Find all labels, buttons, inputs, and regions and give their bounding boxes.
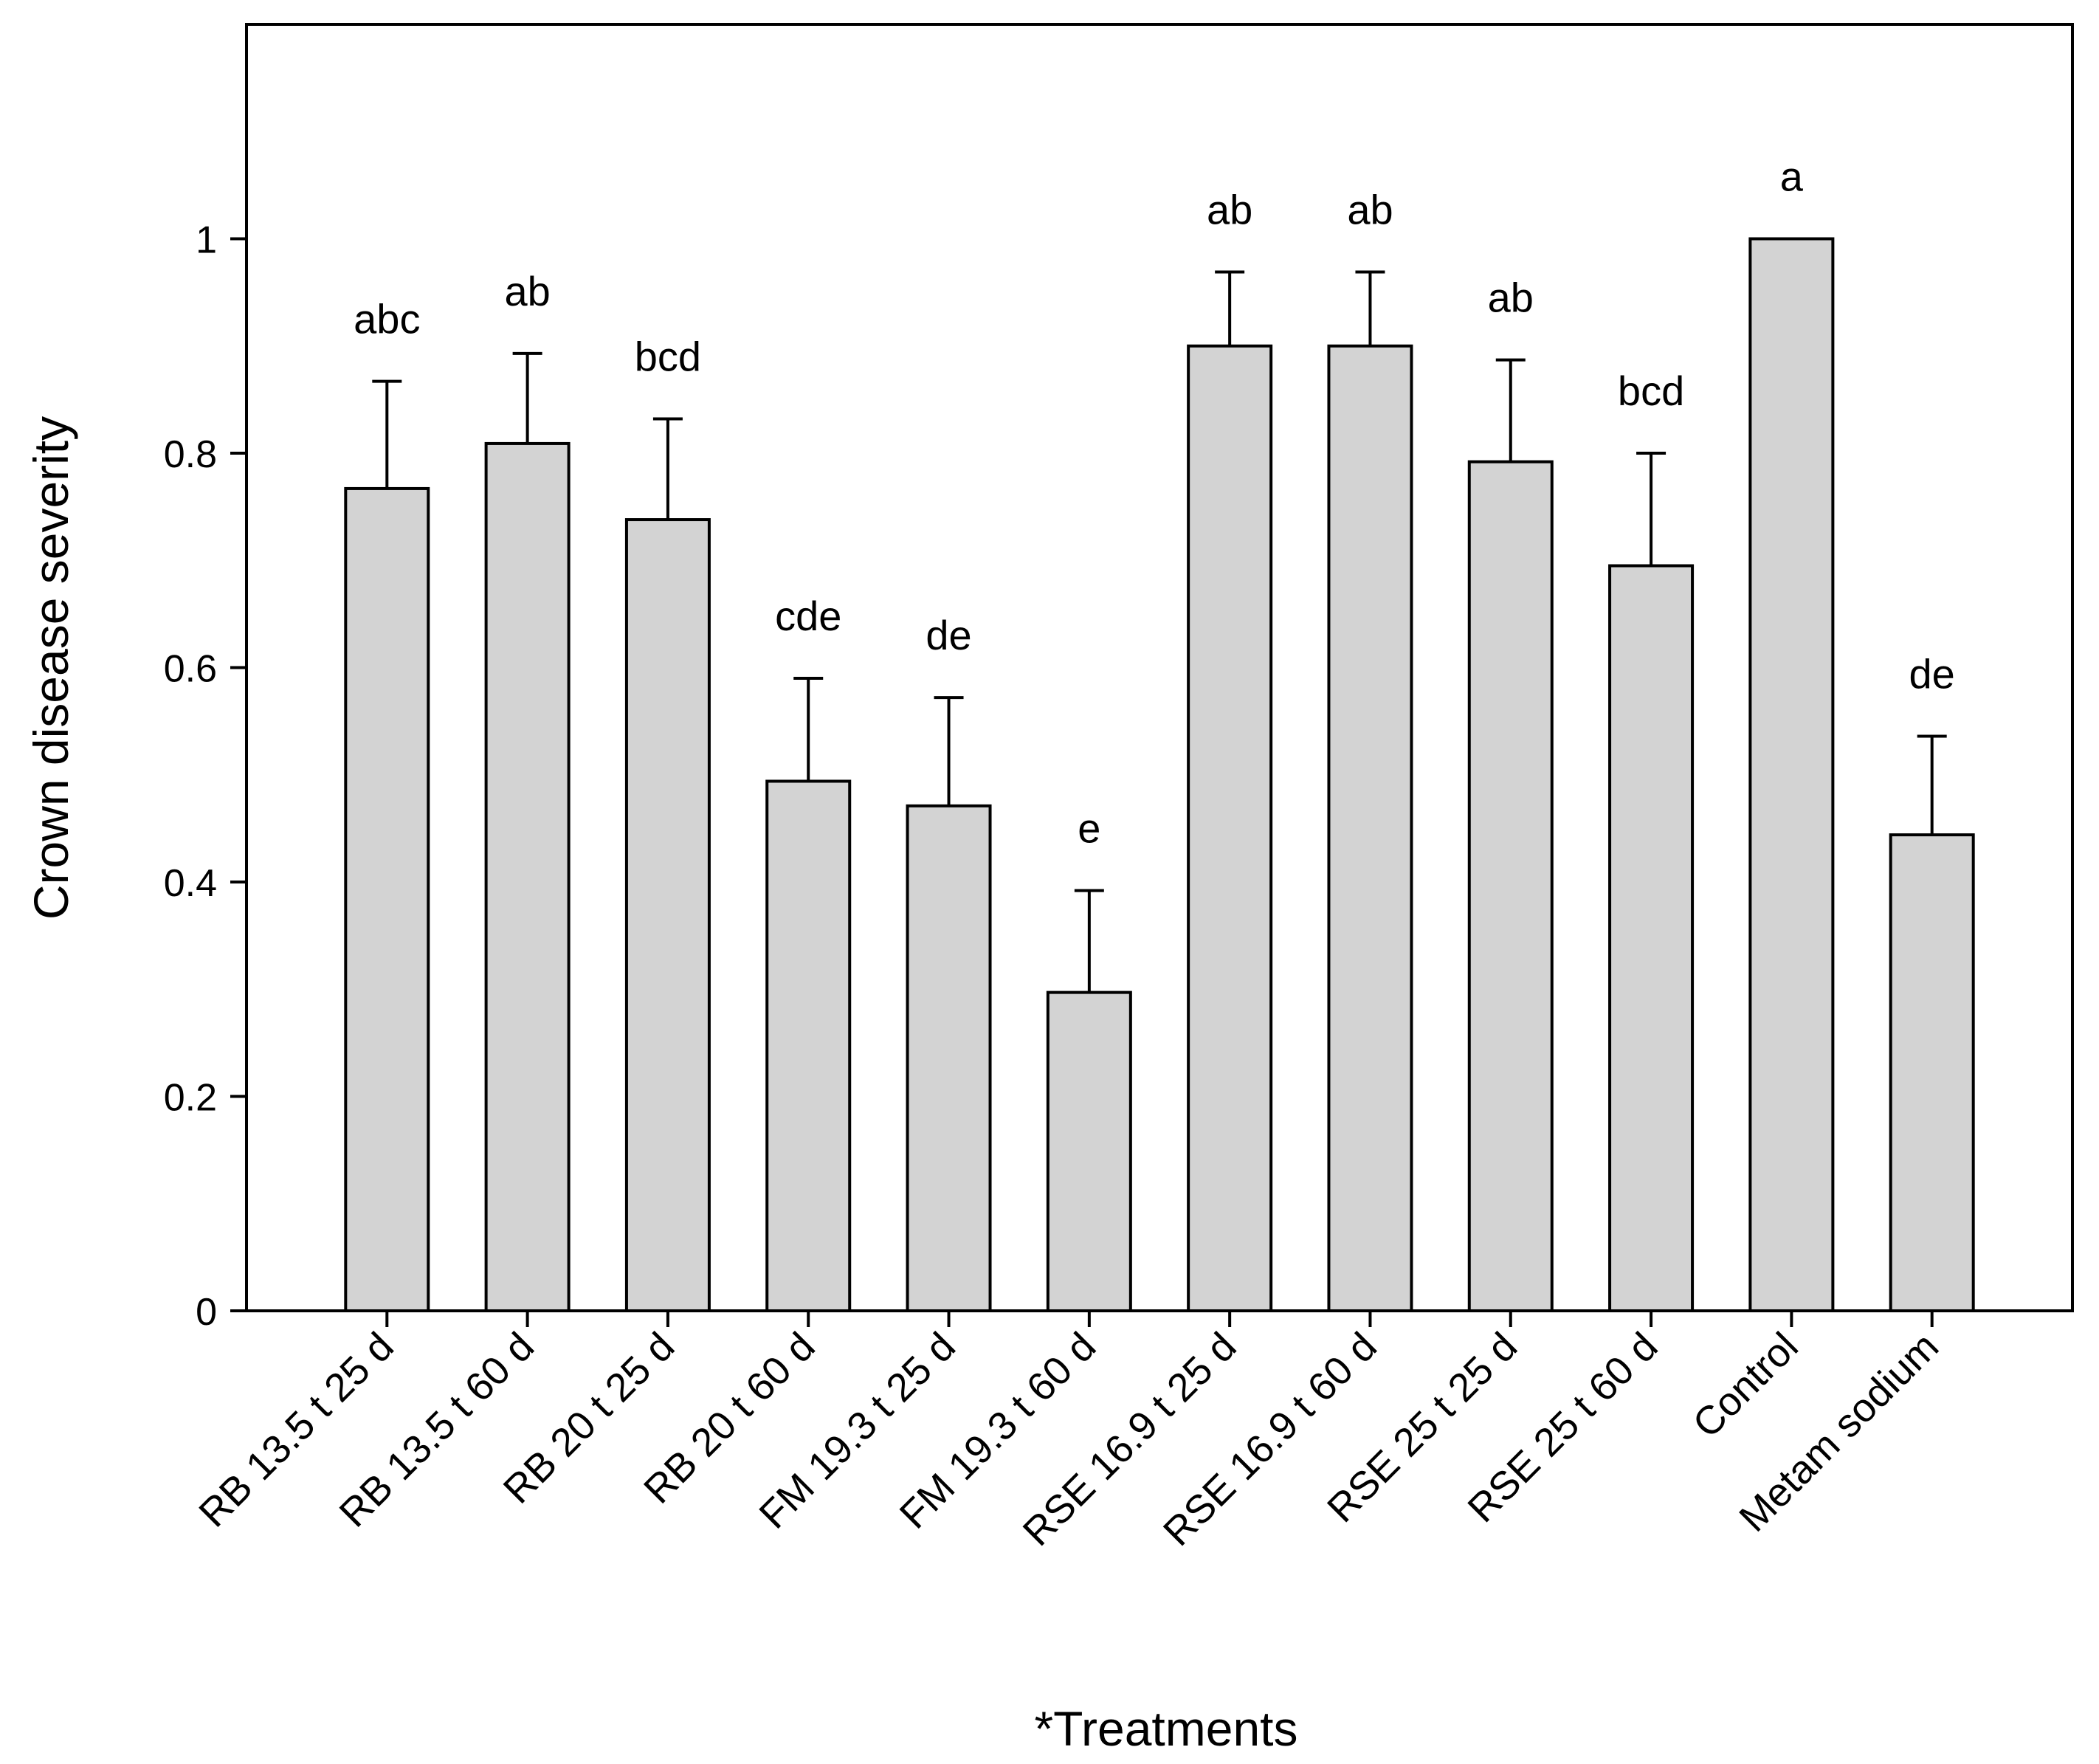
- significance-label: de: [1909, 650, 1955, 697]
- significance-label: e: [1078, 805, 1100, 852]
- significance-label: ab: [504, 268, 550, 314]
- bars-group: abc ab bcd cde de e ab ab ab bcd a de: [344, 154, 1975, 1313]
- significance-label: ab: [1207, 187, 1252, 233]
- bar: [1748, 237, 1835, 1312]
- y-tick-label: 0.8: [164, 433, 217, 476]
- bar: [344, 486, 430, 1312]
- bar: [1327, 344, 1413, 1312]
- y-tick-label: 0.6: [164, 648, 217, 691]
- significance-label: a: [1780, 154, 1804, 200]
- y-axis-title: Crown disease severity: [24, 416, 78, 920]
- y-tick-label: 0.4: [164, 862, 217, 905]
- bar: [624, 518, 711, 1312]
- x-axis-title: *Treatments: [1034, 1701, 1297, 1756]
- significance-label: ab: [1347, 187, 1393, 233]
- y-axis: 0 0.2 0.4 0.6 0.8 1: [164, 219, 247, 1334]
- x-axis: RB 13.5 t 25 dRB 13.5 t 60 dRB 20 t 25 d…: [190, 1311, 1947, 1554]
- bar: [484, 441, 571, 1312]
- significance-label: bcd: [1618, 368, 1684, 414]
- significance-label: bcd: [635, 334, 701, 380]
- plot-frame: [245, 23, 2074, 1312]
- bar: [765, 779, 852, 1312]
- significance-label: cde: [775, 593, 841, 639]
- x-tick-label: Control: [1684, 1324, 1807, 1447]
- significance-label: ab: [1488, 275, 1534, 321]
- y-tick-label: 0.2: [164, 1077, 217, 1120]
- bar: [1467, 460, 1554, 1312]
- significance-label: abc: [354, 296, 420, 342]
- bar: [1046, 990, 1132, 1313]
- y-tick-label: 0: [196, 1291, 217, 1334]
- bar: [1608, 564, 1695, 1312]
- bar: [906, 804, 992, 1313]
- bar: [1187, 344, 1273, 1312]
- y-tick-label: 1: [196, 219, 217, 262]
- bar: [1889, 833, 1975, 1312]
- significance-label: de: [926, 612, 971, 658]
